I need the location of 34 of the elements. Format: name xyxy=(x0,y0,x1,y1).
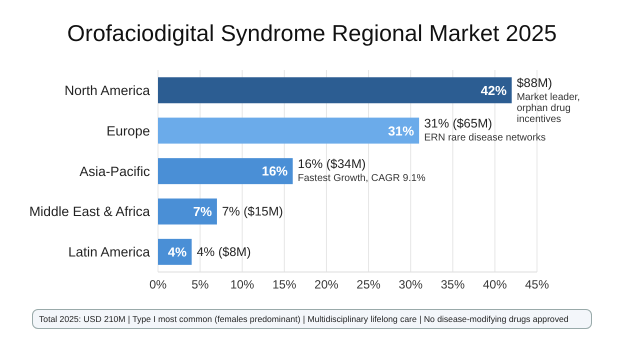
data-label: 4% xyxy=(168,244,188,260)
y-tick-label: Asia-Pacific xyxy=(79,164,150,179)
data-label: 42% xyxy=(480,82,508,98)
y-tick-label: Middle East & Africa xyxy=(29,204,150,220)
x-tick-label: 10% xyxy=(230,278,255,292)
annotation: 7% ($15M) xyxy=(222,204,284,218)
annotation: Fastest Growth, CAGR 9.1% xyxy=(298,173,426,184)
annotation: ERN rare disease networks xyxy=(424,132,546,144)
x-tick-label: 25% xyxy=(356,278,381,292)
x-tick-label: 0% xyxy=(149,278,167,292)
text: Total 2025: USD 210M | Type I most common (females predominant) | Multidisciplinary lifelong care | No disease-modifying drugs approved xyxy=(32,309,592,329)
x-tick-label: 20% xyxy=(314,278,339,292)
annotation: Market leader, orphan drug incentives xyxy=(516,92,580,126)
x-tick-label: 5% xyxy=(191,278,210,292)
bar xyxy=(158,198,217,224)
y-tick-label: North America xyxy=(64,82,150,98)
annotation: $88M) xyxy=(516,76,552,90)
x-tick-label: 30% xyxy=(398,278,423,292)
x-tick-label: 45% xyxy=(524,278,550,292)
annotation: 31% ($65M) xyxy=(424,116,492,131)
annotation: 16% ($34M) xyxy=(298,157,366,171)
data-label: 31% xyxy=(388,123,415,138)
x-tick-label: 15% xyxy=(272,278,297,292)
data-label: 7% xyxy=(193,204,212,220)
bar xyxy=(158,118,420,144)
chart-title: Orofaciodigital Syndrome Regional Market 2025 xyxy=(66,20,558,47)
y-tick-label: Latin America xyxy=(68,244,150,260)
x-tick-label: 35% xyxy=(440,278,466,292)
annotation: 4% ($8M) xyxy=(196,244,251,259)
data-label: 16% xyxy=(262,164,288,179)
x-tick-label: 40% xyxy=(482,278,508,292)
bar xyxy=(158,158,293,184)
bar xyxy=(158,77,512,104)
y-tick-label: Europe xyxy=(106,123,150,138)
